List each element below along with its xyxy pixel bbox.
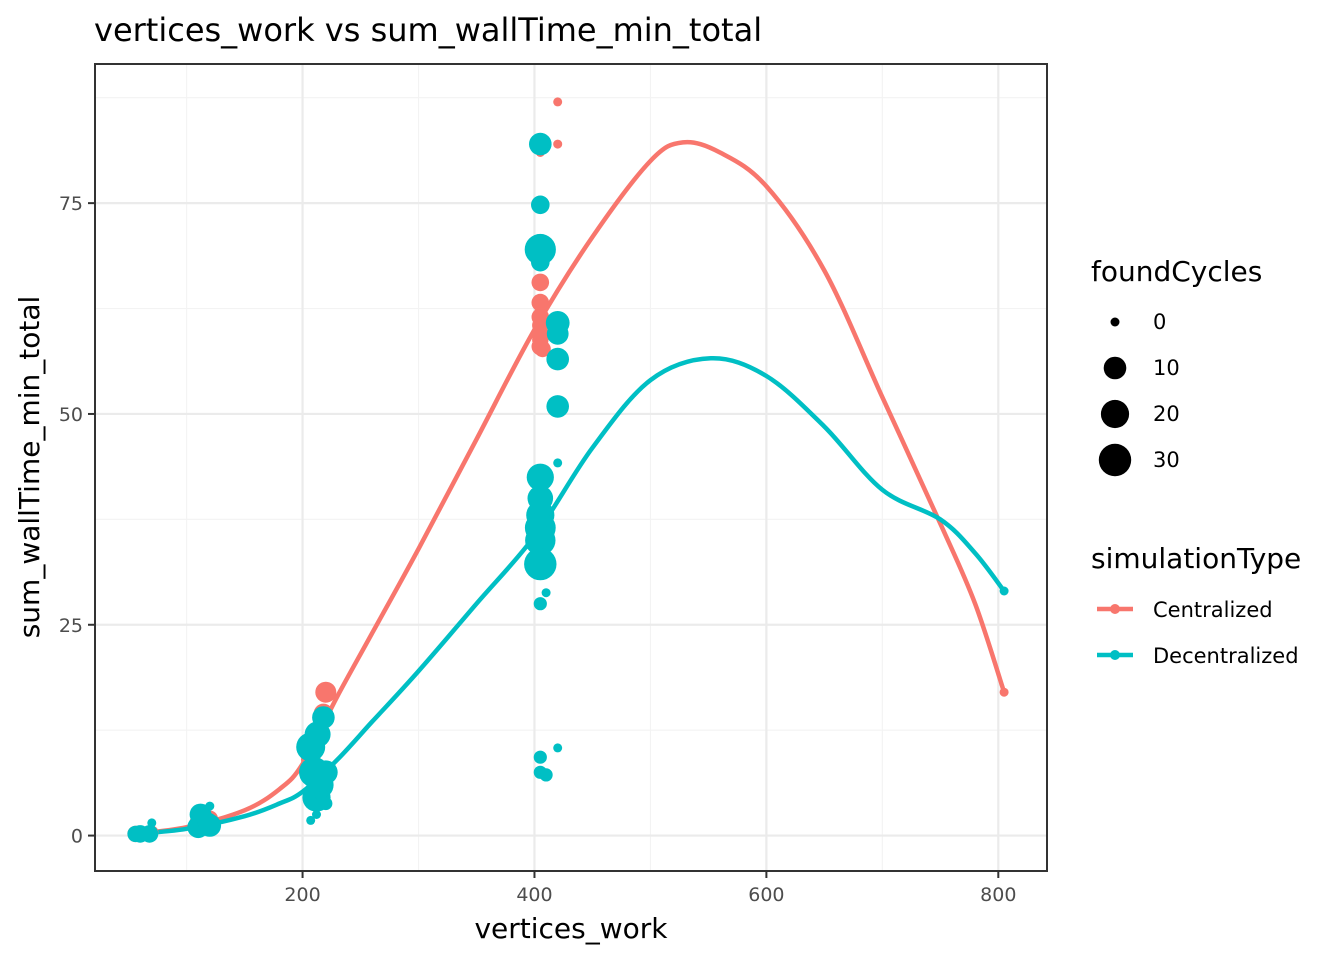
point-decentralized xyxy=(531,195,550,215)
chart-title: vertices_work vs sum_wallTime_min_total xyxy=(94,11,762,49)
legend-point-centralized xyxy=(1110,604,1120,614)
point-decentralized xyxy=(531,252,550,272)
legend-type-title: simulationType xyxy=(1091,542,1301,575)
legend-size-items: 0 10 20 30 xyxy=(1098,310,1180,477)
legend-label-decentralized: Decentralized xyxy=(1153,644,1299,668)
point-decentralized xyxy=(140,825,159,843)
point-decentralized xyxy=(312,810,321,819)
point-decentralized xyxy=(306,815,316,825)
point-centralized xyxy=(534,340,551,358)
legend-size-label: 30 xyxy=(1153,448,1180,472)
point-decentralized xyxy=(546,347,569,371)
scatter-points xyxy=(127,97,1009,843)
legend-size-key xyxy=(1110,317,1120,327)
plot-panel xyxy=(95,64,1047,871)
legend-foundcycles: foundCycles 0 10 20 30 xyxy=(1091,255,1262,477)
x-tick-label: 400 xyxy=(516,884,552,906)
point-centralized xyxy=(553,97,563,107)
legend-size-label: 20 xyxy=(1153,402,1180,426)
point-decentralized xyxy=(524,547,557,581)
y-tick-label: 75 xyxy=(59,193,83,215)
point-centralized xyxy=(553,139,563,149)
point-decentralized xyxy=(541,588,551,598)
trend-line-centralized xyxy=(135,139,1007,837)
point-decentralized xyxy=(539,768,553,782)
plot-border xyxy=(94,63,1048,872)
legend-size-title: foundCycles xyxy=(1091,255,1262,288)
legend-size-label: 10 xyxy=(1153,356,1180,380)
grid-layer xyxy=(95,64,1047,871)
point-decentralized xyxy=(526,463,554,491)
point-decentralized xyxy=(553,743,563,753)
point-centralized xyxy=(315,681,337,703)
x-tick-label: 600 xyxy=(748,884,784,906)
point-centralized xyxy=(531,273,550,292)
point-decentralized xyxy=(525,525,556,556)
point-decentralized xyxy=(533,597,547,611)
point-decentralized xyxy=(546,322,569,345)
legend-size-key xyxy=(1098,443,1132,477)
point-decentralized xyxy=(546,395,569,418)
axis-ticks: 200 400 600 800 0 25 50 75 xyxy=(59,193,1017,906)
point-centralized xyxy=(999,687,1009,697)
point-decentralized xyxy=(319,796,333,811)
point-decentralized xyxy=(529,132,552,156)
y-tick-label: 50 xyxy=(59,404,83,426)
y-tick-label: 0 xyxy=(71,826,83,848)
point-decentralized xyxy=(312,706,335,729)
x-tick-label: 800 xyxy=(980,884,1016,906)
y-axis-title: sum_wallTime_min_total xyxy=(13,296,46,639)
point-decentralized xyxy=(205,801,215,811)
x-tick-label: 200 xyxy=(284,884,320,906)
legend-type-items: Centralized Decentralized xyxy=(1097,598,1299,668)
point-decentralized xyxy=(147,818,157,828)
point-decentralized xyxy=(553,458,563,468)
point-decentralized xyxy=(313,760,338,785)
point-centralized xyxy=(531,293,550,312)
legend-size-key xyxy=(1100,399,1130,429)
legend-point-decentralized xyxy=(1110,650,1120,660)
legend-size-key xyxy=(1103,356,1127,380)
x-axis-title: vertices_work xyxy=(474,912,668,945)
point-decentralized xyxy=(318,788,328,798)
point-decentralized xyxy=(198,814,222,837)
legend-label-centralized: Centralized xyxy=(1153,598,1273,622)
legend-size-label: 0 xyxy=(1153,310,1166,334)
point-decentralized xyxy=(999,586,1009,596)
point-decentralized xyxy=(533,750,547,764)
y-tick-label: 25 xyxy=(59,615,83,637)
legend-simulationtype: simulationType Centralized Decentralized xyxy=(1091,542,1301,668)
